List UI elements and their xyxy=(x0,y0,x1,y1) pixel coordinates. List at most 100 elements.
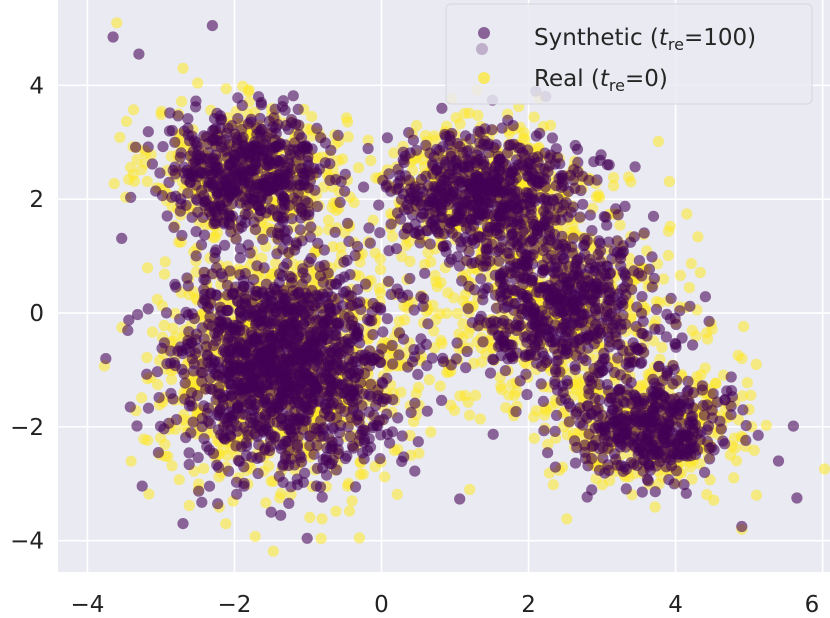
data-point xyxy=(423,374,435,386)
data-point xyxy=(662,225,675,237)
data-point xyxy=(272,365,284,377)
data-point xyxy=(329,226,341,238)
data-point xyxy=(283,459,295,472)
data-point xyxy=(346,299,358,311)
data-point xyxy=(282,179,294,191)
data-point xyxy=(316,491,328,503)
data-point xyxy=(649,501,661,513)
data-point xyxy=(379,471,391,483)
data-point xyxy=(325,144,337,156)
data-point xyxy=(297,267,309,279)
data-point xyxy=(273,160,285,172)
data-point xyxy=(322,214,335,226)
data-point xyxy=(155,108,167,121)
data-point xyxy=(273,277,285,289)
data-point xyxy=(167,322,179,334)
data-point xyxy=(257,233,269,245)
data-point xyxy=(257,425,269,437)
data-point xyxy=(323,314,335,326)
data-point xyxy=(240,184,252,196)
data-point xyxy=(283,497,295,509)
data-point xyxy=(289,244,301,256)
data-point xyxy=(374,453,386,465)
data-point xyxy=(195,185,208,197)
data-point xyxy=(245,116,257,128)
data-point xyxy=(238,421,250,433)
scatter-points xyxy=(98,17,830,557)
data-point xyxy=(253,386,265,399)
data-point xyxy=(254,194,266,207)
data-point xyxy=(222,304,234,317)
data-point xyxy=(300,287,312,299)
data-point xyxy=(741,377,753,389)
data-point xyxy=(724,449,736,461)
data-point xyxy=(508,389,521,401)
data-point xyxy=(142,402,155,414)
data-point xyxy=(376,343,388,355)
data-point xyxy=(365,155,377,167)
data-point xyxy=(303,349,315,361)
data-point xyxy=(123,314,135,326)
data-point xyxy=(225,390,237,402)
data-point xyxy=(234,197,246,209)
data-point xyxy=(213,382,225,394)
data-point xyxy=(192,206,204,218)
data-point xyxy=(343,505,356,517)
data-point xyxy=(221,416,233,428)
data-point xyxy=(353,532,365,544)
data-point xyxy=(750,489,763,501)
data-point xyxy=(760,419,773,431)
data-point xyxy=(253,91,265,103)
data-point xyxy=(275,488,287,500)
data-point xyxy=(229,281,242,293)
data-point xyxy=(274,439,286,451)
data-point xyxy=(185,427,197,439)
data-point xyxy=(242,339,255,351)
data-point xyxy=(216,318,228,330)
data-point xyxy=(210,217,222,229)
data-point xyxy=(411,120,423,132)
data-point xyxy=(296,378,309,390)
data-point xyxy=(357,468,369,480)
data-point xyxy=(347,404,359,416)
data-point xyxy=(170,414,183,426)
data-point xyxy=(291,473,303,485)
data-point xyxy=(220,83,232,95)
data-point xyxy=(694,266,706,279)
data-point xyxy=(217,203,229,215)
data-point xyxy=(158,337,170,349)
data-point xyxy=(708,494,720,506)
data-point xyxy=(287,355,300,367)
data-point xyxy=(213,471,225,483)
data-point xyxy=(454,493,466,505)
data-point xyxy=(320,291,332,303)
data-point xyxy=(292,187,304,199)
data-point xyxy=(196,421,208,433)
data-point xyxy=(528,111,540,123)
data-point xyxy=(219,239,231,251)
data-point xyxy=(254,112,266,125)
data-point xyxy=(380,393,392,405)
data-point xyxy=(161,358,173,370)
data-point xyxy=(170,281,182,293)
data-point xyxy=(288,144,300,156)
data-point xyxy=(292,431,304,443)
data-point xyxy=(495,380,507,392)
data-point xyxy=(234,243,246,255)
data-point xyxy=(232,295,244,308)
data-point xyxy=(656,341,668,353)
data-point xyxy=(190,95,202,107)
data-point xyxy=(362,134,374,146)
data-point xyxy=(381,408,393,420)
data-point xyxy=(132,309,144,321)
data-point xyxy=(311,200,323,213)
data-point xyxy=(386,339,398,352)
data-point xyxy=(272,211,284,223)
data-point xyxy=(234,269,246,281)
data-point xyxy=(469,389,482,401)
data-point xyxy=(283,318,295,330)
data-point xyxy=(323,302,335,314)
data-point xyxy=(750,358,762,370)
data-point xyxy=(327,241,339,253)
